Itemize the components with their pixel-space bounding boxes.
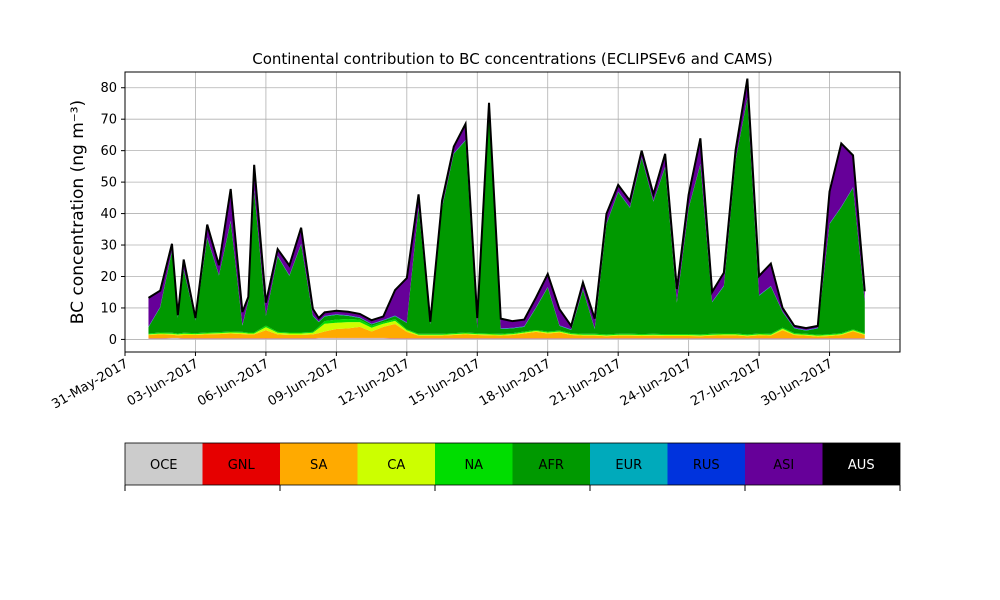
plot-frame xyxy=(124,71,901,353)
legend-label-rus: RUS xyxy=(693,458,720,473)
legend-label-sa: SA xyxy=(310,458,327,473)
legend-swatch-gnl xyxy=(202,443,280,485)
x-tick-label: 24-Jun-2017 xyxy=(618,356,695,409)
stacked-areas xyxy=(148,78,865,340)
legend: OCE GNL SA CA NA AFR EUR RUS ASI AUS xyxy=(124,442,901,491)
y-tick-label: 30 xyxy=(100,239,117,254)
legend-swatch-na xyxy=(435,443,513,485)
legend-frame xyxy=(124,442,901,486)
y-tick-label: 20 xyxy=(100,270,117,285)
legend-swatch-afr xyxy=(512,443,590,485)
legend-label-oce: OCE xyxy=(150,458,178,473)
x-tick-label: 18-Jun-2017 xyxy=(477,356,554,409)
y-tick-label: 80 xyxy=(100,81,117,96)
x-tick-label: 31-May-2017 xyxy=(49,356,131,412)
legend-label-asi: ASI xyxy=(773,458,794,473)
legend-swatch-eur xyxy=(590,443,668,485)
y-tick-label: 40 xyxy=(100,207,117,222)
y-tick-label: 60 xyxy=(100,144,117,159)
legend-swatch-oce xyxy=(125,443,203,485)
legend-swatch-aus xyxy=(822,443,900,485)
x-tick-label: 15-Jun-2017 xyxy=(406,356,483,409)
area-na xyxy=(148,318,865,336)
x-axis: 31-May-201703-Jun-201706-Jun-201709-Jun-… xyxy=(49,352,836,412)
legend-swatch-rus xyxy=(667,443,745,485)
area-gnl xyxy=(148,337,865,339)
legend-label-eur: EUR xyxy=(615,458,642,473)
total-concentration-line xyxy=(147,78,866,330)
area-sa xyxy=(148,324,865,339)
y-tick-label: 0 xyxy=(109,333,117,348)
y-axis-label: BC concentration (ng m⁻³) xyxy=(68,100,88,324)
legend-label-afr: AFR xyxy=(539,458,564,473)
x-tick-label: 03-Jun-2017 xyxy=(125,356,202,409)
legend-swatch-sa xyxy=(280,443,358,485)
x-tick-label: 09-Jun-2017 xyxy=(266,356,343,409)
x-tick-label: 21-Jun-2017 xyxy=(547,356,624,409)
y-axis: 0 10 20 30 40 50 60 70 80 xyxy=(100,81,125,348)
y-tick-label: 10 xyxy=(100,301,117,316)
legend-label-na: NA xyxy=(464,458,483,473)
y-tick-label: 50 xyxy=(100,176,117,191)
legend-swatch-ca xyxy=(357,443,435,485)
legend-label-gnl: GNL xyxy=(228,458,256,473)
area-ca xyxy=(148,320,865,337)
x-tick-label: 27-Jun-2017 xyxy=(688,356,765,409)
area-afr xyxy=(148,98,865,335)
chart-title: Continental contribution to BC concentra… xyxy=(252,50,773,68)
x-tick-label: 12-Jun-2017 xyxy=(336,356,413,409)
legend-label-aus: AUS xyxy=(848,458,875,473)
legend-label-ca: CA xyxy=(387,458,405,473)
x-tick-label: 30-Jun-2017 xyxy=(759,356,836,409)
x-tick-label: 06-Jun-2017 xyxy=(195,356,272,409)
y-tick-label: 70 xyxy=(100,113,117,128)
legend-swatch-asi xyxy=(745,443,823,485)
total-line xyxy=(147,78,866,330)
area-oce xyxy=(148,338,865,340)
